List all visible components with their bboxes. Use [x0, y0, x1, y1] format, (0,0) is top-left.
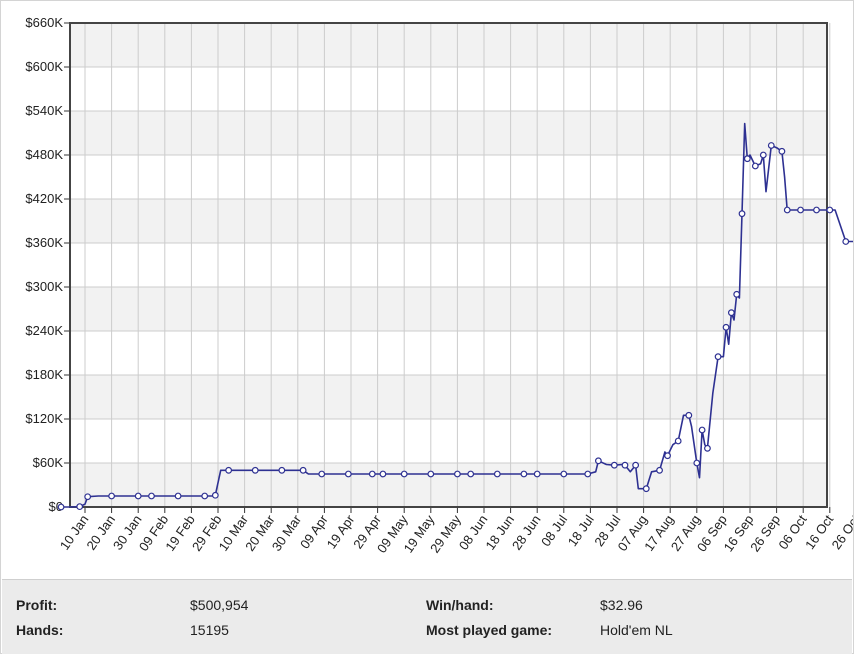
data-point [368, 470, 376, 478]
plot-border [69, 22, 828, 508]
data-point [134, 492, 142, 500]
plot-area [70, 23, 827, 507]
grid-band [70, 199, 827, 243]
data-point [759, 151, 767, 159]
data-point [427, 470, 435, 478]
data-point [57, 503, 65, 511]
data-point [533, 470, 541, 478]
y-tick-label: $60K [33, 455, 64, 470]
most-played-game-value: Hold'em NL [600, 622, 673, 638]
grid-band [70, 23, 827, 67]
win-per-hand-value: $32.96 [600, 597, 643, 613]
x-tick-label: 26 Oct [829, 512, 853, 552]
data-point [767, 142, 775, 149]
data-point [148, 492, 155, 500]
data-point [656, 466, 663, 474]
win-per-hand-label: Win/hand: [426, 597, 494, 613]
profit-value: $500,954 [190, 597, 249, 613]
data-point [704, 444, 711, 452]
most-played-game-label: Most played game: [426, 622, 553, 638]
data-point [493, 470, 501, 478]
data-point [783, 206, 791, 214]
hands-label: Hands: [16, 622, 64, 638]
data-point [714, 353, 722, 361]
data-point [813, 206, 820, 214]
data-point [797, 206, 804, 214]
data-point [379, 470, 387, 478]
data-point [778, 147, 786, 155]
data-point [751, 162, 759, 170]
y-tick-label: $300K [25, 279, 63, 294]
data-point [520, 470, 528, 478]
data-point [685, 411, 693, 419]
data-point [610, 461, 618, 469]
y-tick-label: $120K [25, 411, 63, 426]
data-point [318, 470, 326, 478]
stats-panel: Profit: $500,954 Win/hand: $32.96 Hands:… [2, 579, 852, 654]
data-point [621, 461, 629, 469]
grid-band [70, 287, 827, 331]
data-point [674, 437, 682, 445]
y-tick-label: $600K [25, 59, 63, 74]
data-point [299, 466, 307, 474]
data-point [698, 426, 706, 434]
data-point [594, 457, 602, 465]
hands-value: 15195 [190, 622, 229, 638]
y-tick-label: $180K [25, 367, 63, 382]
data-point [733, 290, 741, 298]
grid-band [70, 111, 827, 155]
data-point [251, 466, 259, 474]
data-point [632, 461, 640, 469]
profit-line-chart: $0 $60K $120K $180K $240K $300K $360K $420K $480… [25, 15, 853, 556]
data-point [225, 466, 233, 474]
profit-label: Profit: [16, 597, 58, 613]
data-point [108, 492, 115, 500]
x-tick-label: 18 Jul [565, 512, 597, 549]
y-tick-label: $540K [25, 103, 63, 118]
data-point [344, 470, 352, 478]
data-point [727, 309, 735, 317]
data-point [454, 470, 461, 478]
data-point [201, 492, 209, 500]
y-tick-label: $480K [25, 147, 63, 162]
grid-band [70, 375, 827, 419]
data-point [174, 492, 182, 500]
data-point [642, 485, 650, 493]
data-point [743, 155, 751, 163]
data-point [84, 493, 92, 501]
data-point [467, 470, 475, 478]
y-tick-label: $0 [49, 499, 63, 514]
y-tick-label: $660K [25, 15, 63, 30]
data-point [211, 491, 219, 499]
y-tick-label: $420K [25, 191, 63, 206]
y-tick-label: $240K [25, 323, 63, 338]
grid-band [70, 463, 827, 507]
data-point [400, 470, 408, 478]
data-point [278, 466, 286, 474]
data-point [664, 452, 671, 460]
data-point [722, 323, 730, 331]
x-tick-label: 30 Mar [269, 512, 305, 554]
data-point [584, 470, 592, 478]
x-tick-label: 28 Jun [509, 512, 544, 553]
data-point [560, 470, 568, 478]
x-tick-label: 08 Jul [538, 512, 570, 549]
data-point [693, 459, 701, 467]
data-point [738, 210, 746, 218]
y-tick-label: $360K [25, 235, 63, 250]
data-point [826, 206, 834, 214]
data-point [842, 238, 850, 245]
data-point [76, 503, 84, 511]
